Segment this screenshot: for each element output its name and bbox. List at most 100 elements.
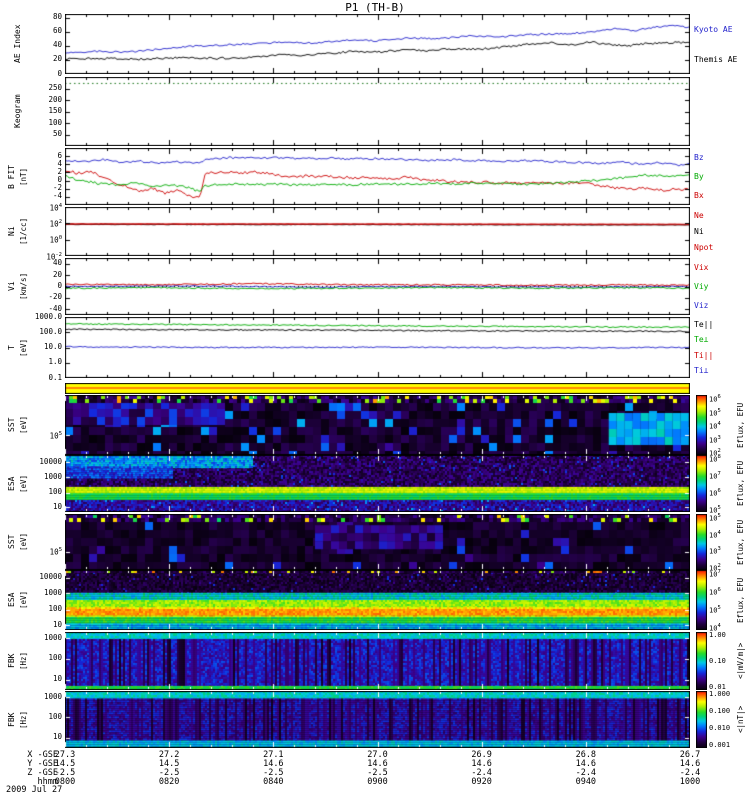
axis-value: 14.6 xyxy=(679,759,701,769)
axis-value: 0940 xyxy=(575,777,597,787)
axis-value: 0840 xyxy=(263,777,284,787)
axis-value: 27.2 xyxy=(158,750,180,760)
panel-vi-ytick-2: 0 xyxy=(57,281,62,290)
panel-ni-ytick-3: 10-2 xyxy=(46,251,62,261)
panel-sst_e-cbunit: Eflux, EFU xyxy=(736,402,745,448)
panel-fbk_b-cbtick-0: 1.000 xyxy=(709,689,731,698)
panel-esa_i-canvas xyxy=(65,570,690,630)
panel-keogram-ylabel: Keogram xyxy=(13,94,22,129)
panel-bfit-ytick-1: 4 xyxy=(57,158,62,168)
panel-vi-ytick-4: -40 xyxy=(48,303,62,313)
panel-fbk_e-ytick-1: 100 xyxy=(48,653,62,663)
panel-esa_e-ytick-1: 1000 xyxy=(43,471,62,481)
panel-sst_i-yunits: [eV] xyxy=(19,532,28,552)
panel-sst_i-cbunit: Eflux, EFU xyxy=(736,519,745,565)
panel-ae-serieslabel-0: Kyoto AE xyxy=(694,24,733,34)
panel-temp-ytick-0: 1000.0 xyxy=(34,311,62,321)
panel-bfit-ytick-5: -4 xyxy=(52,191,62,201)
panel-sst_i-ytick-0: 105 xyxy=(49,547,62,557)
axis-row-label-2: Z -GSE xyxy=(27,768,58,778)
panel-esa_i-ytick-1: 1000 xyxy=(43,587,62,597)
panel-sst_e-colorbar xyxy=(696,395,707,455)
panel-fbk_e-canvas xyxy=(65,632,690,690)
panel-temp-serieslabel-3: Ti⊥ xyxy=(694,365,709,375)
panel-esa_i-cbtick-2: 105 xyxy=(709,605,721,615)
panel-fbk_e-cbtick-2: 0.01 xyxy=(709,683,726,692)
panel-ae-serieslabel-1: Themis AE xyxy=(694,54,738,64)
panel-bfit-serieslabel-1: By xyxy=(694,172,704,181)
panel-vi-canvas xyxy=(65,258,690,315)
panel-fbk_e-ytick-0: 1000 xyxy=(43,632,62,642)
axis-value: -2.5 xyxy=(263,768,284,778)
plot-title: P1 (TH-B) xyxy=(345,1,405,14)
axis-value: 0920 xyxy=(471,777,492,787)
panel-sst_i-cbtick-3: 102 xyxy=(709,563,721,573)
panel-ae-ylabel: AE Index xyxy=(13,24,22,64)
axis-value: 27.3 xyxy=(54,750,76,760)
panel-ni-ylabel: Ni xyxy=(7,226,16,237)
axis-row-label-1: Y -GSE xyxy=(27,759,58,769)
axis-row-label-0: X -GSE xyxy=(27,750,58,760)
panel-temp-ytick-1: 100.0 xyxy=(39,326,62,336)
axis-value: 14.6 xyxy=(471,759,492,769)
panel-temp-serieslabel-2: Ti|| xyxy=(694,350,714,360)
panel-vi-ylabel: Vi xyxy=(7,281,16,292)
panel-bfit-ytick-4: -2 xyxy=(52,183,62,193)
panel-esa_e-cbtick-0: 108 xyxy=(709,453,721,464)
date-label: 2009 Jul 27 xyxy=(6,785,63,795)
panel-fbk_e-cbtick-1: 0.10 xyxy=(709,657,726,665)
panel-sst_i-cbtick-0: 105 xyxy=(709,512,721,523)
panel-sst_i-canvas xyxy=(65,514,690,570)
axis-value: -2.4 xyxy=(471,768,492,778)
panel-esa_i-ylabel: ESA xyxy=(7,592,16,608)
panel-esa_i-colorbar xyxy=(696,570,707,630)
panel-fbk_b-cbtick-1: 0.100 xyxy=(709,706,731,715)
panel-esa_e-cbunit: Eflux, EFU xyxy=(736,460,745,507)
panel-ae-ytick-0: 80 xyxy=(52,12,62,22)
panel-fbk_b-canvas xyxy=(65,691,690,748)
panel-fbk_e-cbunit: <|mV/m|> xyxy=(736,642,745,680)
panel-sst_e-cbtick-3: 103 xyxy=(709,434,721,444)
panel-keogram-ytick-3: 100 xyxy=(48,117,62,127)
panel-sst_i-ylabel: SST xyxy=(7,534,16,550)
panel-ae-canvas xyxy=(65,14,690,74)
panel-esa_i-ytick-2: 100 xyxy=(48,604,62,614)
panel-temp-ytick-2: 10.0 xyxy=(43,342,62,351)
panel-fbk_e-cbtick-0: 1.00 xyxy=(709,630,726,639)
axis-value: -2.4 xyxy=(679,768,701,778)
panel-fbk_e-colorbar xyxy=(696,632,707,690)
panel-ni-serieslabel-1: Ni xyxy=(694,227,704,236)
panel-bfit-serieslabel-0: Bz xyxy=(694,153,704,162)
panel-fbk_b-colorbar xyxy=(696,691,707,748)
panel-sst_e-ytick-0: 105 xyxy=(49,430,62,441)
panel-ae-ytick-3: 20 xyxy=(52,54,62,64)
panel-ni-serieslabel-2: Npot xyxy=(694,243,714,253)
panel-ni-ytick-1: 102 xyxy=(49,218,62,229)
panel-sst_i-cbtick-2: 103 xyxy=(709,546,721,556)
panel-keogram-ytick-2: 150 xyxy=(48,106,62,115)
panel-ni-serieslabel-0: Ne xyxy=(694,210,704,220)
panel-sst_e-cbtick-0: 106 xyxy=(709,394,721,404)
panel-temp-ytick-4: 0.1 xyxy=(48,372,62,382)
axis-value: 14.5 xyxy=(158,759,180,769)
panel-vi-serieslabel-1: Viy xyxy=(694,282,709,291)
axis-value: 27.0 xyxy=(367,750,388,760)
panel-sst_e-yunits: [eV] xyxy=(19,415,28,435)
panel-esa_e-canvas xyxy=(65,455,690,512)
axis-value: 27.1 xyxy=(263,750,284,760)
panel-esa_i-cbtick-3: 104 xyxy=(709,623,721,633)
panel-temp-serieslabel-0: Te|| xyxy=(694,320,714,330)
panel-esa_i-cbtick-0: 107 xyxy=(709,569,721,579)
axis-value: -2.5 xyxy=(158,768,180,778)
panel-esa_e-ytick-2: 100 xyxy=(48,487,62,497)
panel-sst_e-cbtick-2: 104 xyxy=(709,421,721,431)
panel-ae-ytick-1: 60 xyxy=(52,26,62,36)
panel-keogram-canvas xyxy=(65,77,690,146)
panel-vi-ytick-1: 20 xyxy=(52,269,62,279)
axis-value: 14.6 xyxy=(263,759,284,769)
panel-bfit-ytick-2: 2 xyxy=(57,166,62,176)
panel-ae-ytick-2: 40 xyxy=(52,40,62,50)
panel-fbk_e-ylabel: FBK xyxy=(7,653,16,669)
panel-fbk_e-ytick-2: 10 xyxy=(52,674,62,684)
